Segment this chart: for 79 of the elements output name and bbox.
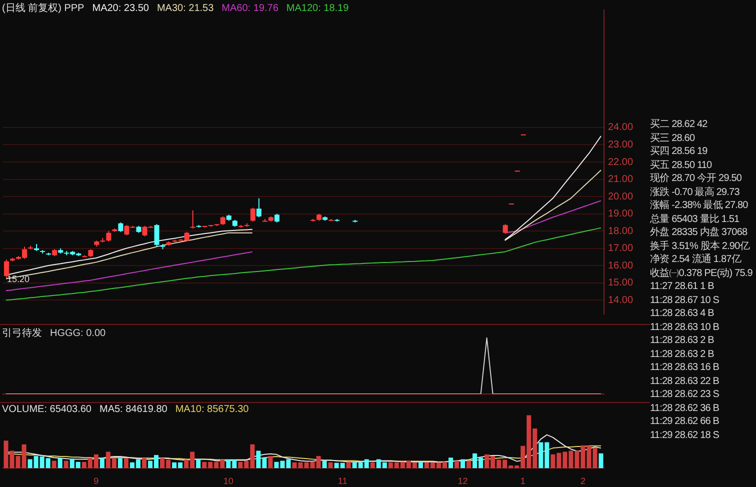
text: 11:28 28.63 4 B [650, 307, 715, 320]
candlestick [106, 230, 112, 242]
bar [196, 460, 201, 468]
bar [466, 460, 472, 468]
bar [124, 458, 128, 468]
text: 11:28 28.63 2 B [650, 348, 715, 361]
text: MA60: 19.76 [222, 3, 278, 14]
bar [52, 460, 56, 468]
bar [118, 458, 122, 468]
text: 买四 28.56 19 [650, 145, 708, 158]
y-tick-label: 22.00 [608, 156, 634, 168]
text: 11:28 28.63 10 B [650, 320, 720, 334]
y-tick-label: 24.00 [608, 122, 634, 134]
bar [448, 458, 453, 468]
bar [100, 458, 104, 468]
y-tick-label: 17.00 [608, 243, 634, 254]
text: 11:28 28.63 2 B [650, 334, 715, 348]
x-tick-label: 2 [580, 476, 586, 486]
candlestick [4, 259, 10, 278]
candlestick [154, 224, 160, 248]
y-tick-label: 18.00 [608, 226, 634, 237]
text: 11:29 28.62 18 S [650, 428, 720, 442]
bar [64, 460, 68, 468]
bar [268, 456, 273, 468]
text: 买五 28.50 110 [650, 158, 713, 172]
text: 11:28 28.62 36 B [650, 402, 720, 415]
text: 11:28 28.62 23 S [650, 388, 720, 402]
text: 买二 28.62 42 [650, 118, 708, 132]
bar [460, 459, 466, 468]
bar [598, 453, 604, 468]
y-tick-label: 14.00 [608, 294, 634, 306]
text: 收益㈠0.378 PE(动) 75.9 [650, 266, 754, 280]
chart-title: 引弓待发 [2, 328, 42, 339]
y-tick-label: 21.00 [608, 174, 634, 186]
bar [346, 462, 351, 468]
text: MA20: 23.50 [92, 3, 149, 14]
bar [142, 458, 146, 468]
bar [370, 462, 375, 468]
text: 换手 3.51% 股本 2.90亿 [650, 240, 751, 253]
text: 总量 65403 量比 1.51 [650, 212, 740, 226]
text: 买三 28.60 [650, 132, 696, 145]
text: 11:28 28.63 22 B [650, 374, 720, 388]
text: 涨跌 -0.70 最高 29.73 [650, 186, 740, 199]
text: 现价 28.70 今开 29.50 [650, 172, 743, 186]
text: 11:28 28.63 16 B [650, 361, 720, 374]
y-tick-label: 20.00 [608, 191, 634, 202]
x-tick-label: 10 [223, 476, 234, 486]
chart-title: VOLUME: 65403.60 [2, 404, 92, 415]
text: 外盘 28335 内盘 37068 [650, 226, 748, 240]
annotation: 15.20 [7, 274, 30, 284]
x-tick-label: 12 [458, 476, 468, 486]
text: 11:29 28.62 66 B [650, 415, 720, 428]
bar [418, 462, 423, 468]
text: HGGG: 0.00 [50, 328, 106, 339]
y-tick-label: 23.00 [608, 139, 634, 150]
x-tick-label: 1 [520, 476, 526, 486]
y-tick-label: 15.00 [608, 278, 634, 289]
x-tick-label: 11 [338, 476, 348, 486]
text: MA30: 21.53 [156, 3, 214, 14]
chart-title: (日线 前复权) PPP [2, 3, 84, 14]
text: MA120: 18.19 [286, 3, 349, 14]
candlestick [190, 210, 196, 229]
text: 11:28 28.67 10 S [650, 294, 720, 307]
text: 净资 2.54 流通 1.87亿 [650, 253, 742, 266]
y-tick-label: 19.00 [608, 208, 634, 220]
bar [58, 458, 62, 468]
bar [454, 460, 460, 468]
candlestick [118, 222, 124, 232]
text: 涨幅 -2.38% 最低 27.80 [650, 199, 749, 212]
bar [322, 460, 327, 468]
bar [328, 462, 333, 468]
candlestick [502, 224, 508, 234]
y-tick-label: 16.00 [608, 260, 634, 272]
candlestick [256, 198, 262, 218]
text: MA10: 85675.30 [175, 404, 249, 415]
text: 11:27 28.61 1 B [650, 280, 715, 294]
text: MA5: 84619.80 [100, 404, 168, 415]
candlestick [250, 207, 256, 222]
x-tick-label: 9 [94, 476, 99, 486]
